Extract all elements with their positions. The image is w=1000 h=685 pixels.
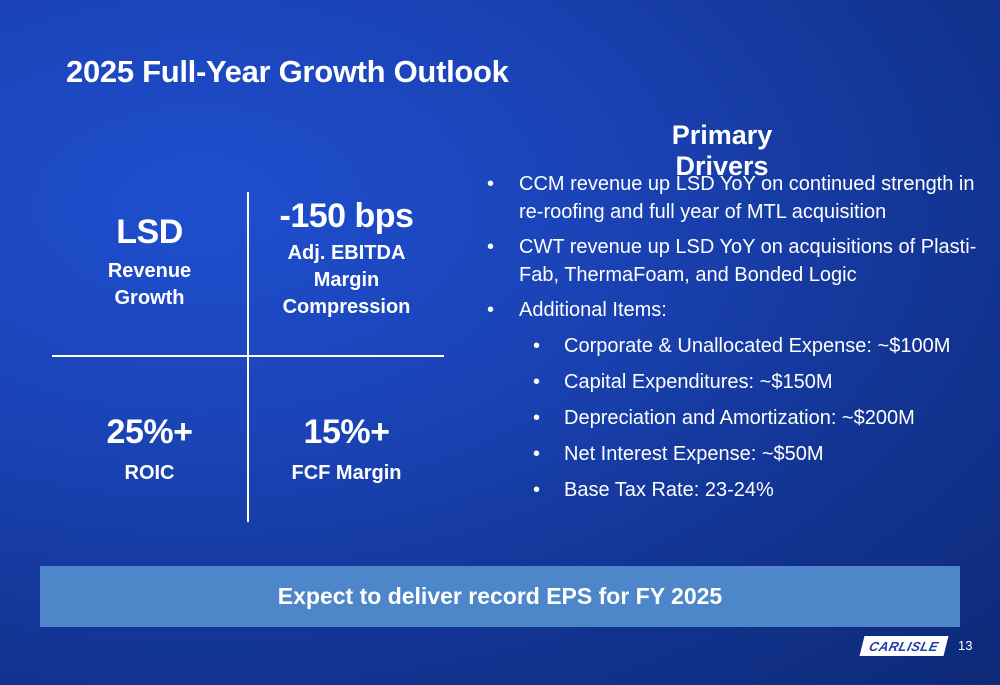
carlisle-logo: CARLISLE <box>859 636 949 656</box>
sub-list-container: Corporate & Unallocated Expense: ~$100M … <box>482 332 992 504</box>
metric-value: 25%+ <box>106 413 193 451</box>
drivers-list: CCM revenue up LSD YoY on continued stre… <box>482 170 992 512</box>
logo-text: CARLISLE <box>867 638 941 654</box>
banner-text: Expect to deliver record EPS for FY 2025 <box>277 583 723 609</box>
sub-list: Corporate & Unallocated Expense: ~$100M … <box>482 332 992 504</box>
metric-ebitda-margin: -150 bps Adj. EBITDA Margin Compression <box>249 196 444 321</box>
eps-banner: Expect to deliver record EPS for FY 2025 <box>40 566 960 627</box>
slide-title: 2025 Full-Year Growth Outlook <box>66 54 509 89</box>
metric-label: ROIC <box>124 462 175 484</box>
metric-label: FCF Margin <box>291 462 402 484</box>
sub-list-item: Base Tax Rate: 23-24% <box>518 476 992 504</box>
metric-label: Adj. EBITDA Margin Compression <box>282 242 411 318</box>
list-item: Additional Items: <box>482 296 992 324</box>
metric-label: Revenue Growth <box>107 260 192 309</box>
list-item: CCM revenue up LSD YoY on continued stre… <box>482 170 992 226</box>
list-item-label: Additional Items: <box>519 299 667 321</box>
sub-list-item: Net Interest Expense: ~$50M <box>518 440 992 468</box>
metric-revenue-growth: LSD Revenue Growth <box>52 212 247 312</box>
metrics-grid: LSD Revenue Growth -150 bps Adj. EBITDA … <box>52 192 444 522</box>
page-number: 13 <box>958 638 973 653</box>
list-item: CWT revenue up LSD YoY on acquisitions o… <box>482 233 992 289</box>
sub-list-item: Corporate & Unallocated Expense: ~$100M <box>518 332 992 360</box>
metric-value: 15%+ <box>303 413 390 451</box>
metric-roic: 25%+ ROIC <box>52 412 247 487</box>
metric-value: -150 bps <box>279 197 414 235</box>
grid-horizontal-divider <box>52 355 444 357</box>
sub-list-item: Capital Expenditures: ~$150M <box>518 368 992 396</box>
metric-value: LSD <box>116 213 183 251</box>
sub-list-item: Depreciation and Amortization: ~$200M <box>518 404 992 432</box>
metric-fcf-margin: 15%+ FCF Margin <box>249 412 444 487</box>
grid-vertical-divider <box>247 192 249 522</box>
